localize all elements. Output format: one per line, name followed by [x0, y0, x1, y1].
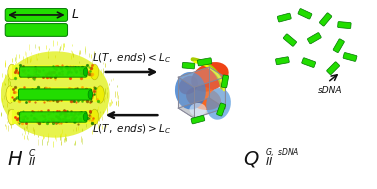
FancyBboxPatch shape: [12, 110, 95, 124]
FancyBboxPatch shape: [298, 9, 312, 19]
Ellipse shape: [189, 103, 206, 116]
FancyBboxPatch shape: [198, 58, 212, 66]
Ellipse shape: [83, 68, 88, 76]
Text: $L$: $L$: [71, 9, 80, 22]
FancyBboxPatch shape: [5, 24, 67, 36]
Text: $\mathit{II}$: $\mathit{II}$: [28, 155, 36, 167]
Text: $H$: $H$: [8, 150, 24, 169]
FancyBboxPatch shape: [20, 112, 87, 122]
Text: $Q$: $Q$: [243, 149, 259, 169]
Text: $G,\ sDNA$: $G,\ sDNA$: [265, 146, 299, 158]
Text: $C$: $C$: [28, 147, 36, 158]
Text: $\mathit{II}$: $\mathit{II}$: [265, 155, 273, 167]
FancyBboxPatch shape: [283, 34, 297, 46]
Polygon shape: [178, 77, 194, 118]
FancyBboxPatch shape: [217, 103, 226, 116]
Ellipse shape: [1, 51, 110, 138]
Ellipse shape: [191, 62, 229, 92]
FancyBboxPatch shape: [10, 87, 100, 102]
Ellipse shape: [179, 76, 198, 94]
FancyBboxPatch shape: [276, 57, 289, 65]
Ellipse shape: [90, 64, 99, 80]
FancyBboxPatch shape: [18, 89, 92, 100]
Text: $L(T,\ ends) < L_C$: $L(T,\ ends) < L_C$: [92, 51, 172, 64]
FancyBboxPatch shape: [307, 33, 321, 44]
Ellipse shape: [206, 88, 231, 120]
Polygon shape: [178, 67, 209, 108]
Polygon shape: [209, 67, 225, 108]
Polygon shape: [194, 77, 225, 118]
FancyBboxPatch shape: [326, 62, 340, 75]
FancyBboxPatch shape: [319, 13, 332, 26]
Ellipse shape: [96, 86, 104, 103]
FancyBboxPatch shape: [343, 53, 357, 61]
Ellipse shape: [8, 109, 16, 125]
Ellipse shape: [88, 90, 93, 99]
FancyBboxPatch shape: [338, 22, 351, 29]
FancyBboxPatch shape: [302, 58, 316, 67]
Text: $L(T,\ ends) > L_C$: $L(T,\ ends) > L_C$: [92, 123, 172, 136]
Polygon shape: [178, 67, 225, 87]
Ellipse shape: [83, 113, 88, 121]
Ellipse shape: [186, 86, 221, 110]
FancyBboxPatch shape: [221, 75, 228, 88]
Ellipse shape: [8, 64, 16, 80]
FancyBboxPatch shape: [182, 62, 195, 69]
FancyBboxPatch shape: [191, 115, 205, 124]
FancyBboxPatch shape: [5, 9, 67, 21]
Ellipse shape: [90, 109, 99, 125]
FancyBboxPatch shape: [277, 13, 291, 22]
Polygon shape: [178, 98, 225, 118]
Ellipse shape: [6, 86, 14, 103]
Text: sDNA: sDNA: [318, 86, 343, 95]
FancyBboxPatch shape: [12, 65, 95, 79]
FancyBboxPatch shape: [20, 67, 87, 77]
FancyBboxPatch shape: [333, 39, 344, 53]
Ellipse shape: [175, 72, 206, 109]
